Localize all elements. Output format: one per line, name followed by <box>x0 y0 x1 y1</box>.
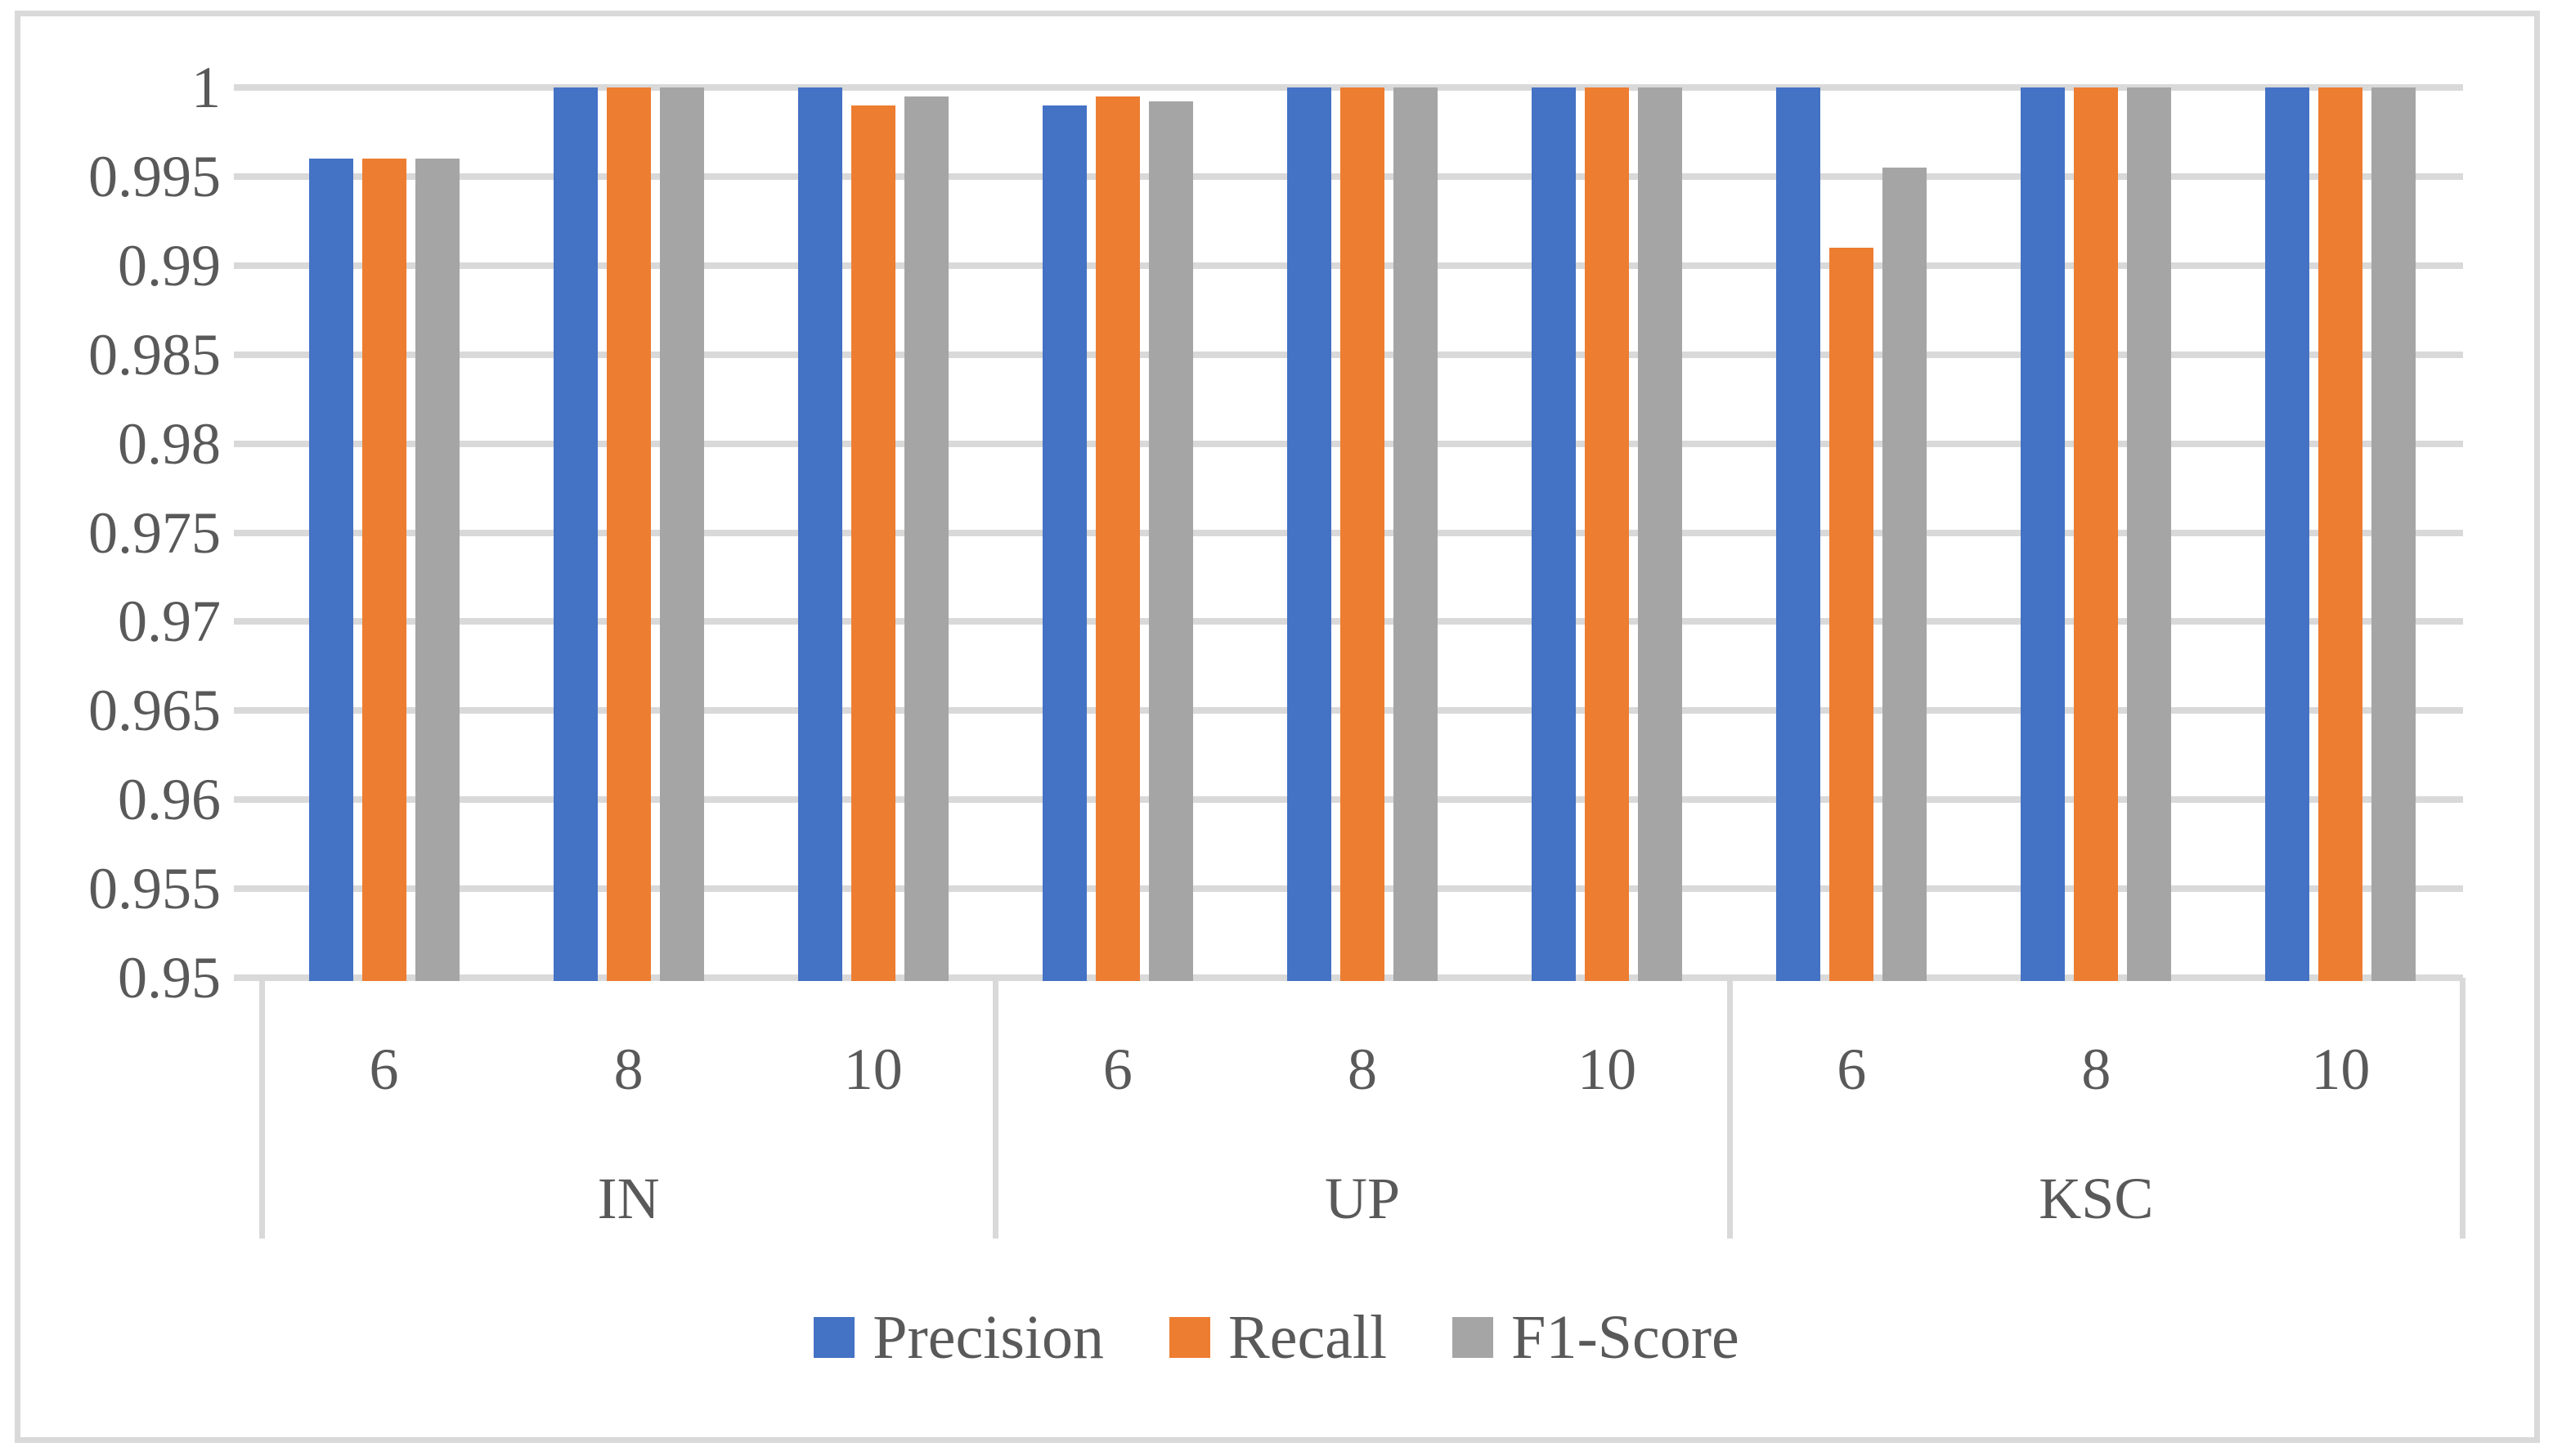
y-tick-mark <box>234 262 262 269</box>
bar-precision-in-10 <box>797 87 842 981</box>
y-tick-mark <box>234 974 262 981</box>
bar-recall-ksc-8 <box>2074 87 2119 981</box>
category-sub-label: 6 <box>1837 1037 1867 1102</box>
y-tick-label: 0.955 <box>88 856 221 922</box>
category-group-label: UP <box>1324 1166 1401 1231</box>
bar-precision-up-8 <box>1287 87 1331 981</box>
bar-f1-score-up-10 <box>1638 87 1683 981</box>
bar-f1-score-up-8 <box>1393 87 1438 981</box>
bar-precision-in-6 <box>308 159 353 981</box>
category-divider <box>1726 978 1733 1239</box>
legend-label-recall: Recall <box>1228 1303 1388 1372</box>
y-tick-mark <box>234 885 262 893</box>
category-sub-label: 10 <box>1577 1037 1637 1102</box>
category-divider <box>259 978 265 1239</box>
y-tick-mark <box>234 172 262 180</box>
legend-item-f1-score: F1-Score <box>1452 1305 1739 1370</box>
category-sub-label: 8 <box>1347 1037 1377 1102</box>
bar-precision-ksc-8 <box>2021 87 2066 981</box>
category-divider <box>2460 978 2466 1239</box>
category-sub-label: 8 <box>2081 1037 2111 1102</box>
category-sub-label: 10 <box>843 1037 903 1102</box>
y-tick-mark <box>234 351 262 358</box>
bar-precision-ksc-10 <box>2265 87 2310 981</box>
category-divider <box>993 978 999 1239</box>
bar-precision-in-8 <box>553 87 598 981</box>
bar-recall-up-10 <box>1585 87 1630 981</box>
y-tick-label: 0.995 <box>88 143 221 209</box>
category-group-label: IN <box>597 1166 660 1231</box>
bar-recall-ksc-6 <box>1829 248 1874 981</box>
bar-recall-up-6 <box>1095 96 1140 981</box>
bar-f1-score-ksc-10 <box>2371 87 2416 981</box>
y-tick-mark <box>234 529 262 536</box>
bar-recall-up-8 <box>1340 87 1384 981</box>
y-tick-label: 0.985 <box>88 321 221 388</box>
legend-label-f1-score: F1-Score <box>1511 1303 1739 1372</box>
bar-recall-in-6 <box>361 159 406 981</box>
bar-recall-in-10 <box>850 105 895 981</box>
bar-f1-score-up-6 <box>1148 101 1193 981</box>
legend: Precision Recall F1-Score <box>0 1305 2553 1370</box>
bar-recall-ksc-10 <box>2318 87 2363 981</box>
bar-precision-ksc-6 <box>1776 87 1821 981</box>
precision-swatch-icon <box>814 1317 855 1358</box>
y-tick-mark <box>234 707 262 715</box>
f1-score-swatch-icon <box>1452 1317 1494 1358</box>
bar-f1-score-in-8 <box>659 87 704 981</box>
y-tick-label: 0.98 <box>118 410 221 477</box>
y-tick-label: 0.975 <box>88 500 221 566</box>
bar-f1-score-ksc-8 <box>2127 87 2172 981</box>
y-tick-mark <box>234 796 262 804</box>
y-tick-label: 0.99 <box>118 232 221 298</box>
category-sub-label: 6 <box>369 1037 399 1102</box>
y-tick-label: 0.95 <box>118 945 221 1010</box>
y-tick-mark <box>234 618 262 625</box>
bar-precision-up-6 <box>1042 105 1087 981</box>
legend-label-precision: Precision <box>873 1303 1105 1372</box>
category-sub-label: 10 <box>2311 1037 2371 1102</box>
legend-item-precision: Precision <box>814 1305 1104 1370</box>
category-group-label: KSC <box>2039 1166 2154 1231</box>
y-tick-label: 1 <box>191 55 221 120</box>
bar-f1-score-in-10 <box>904 96 949 981</box>
y-tick-label: 0.965 <box>88 678 221 744</box>
y-tick-label: 0.96 <box>118 767 221 833</box>
y-tick-label: 0.97 <box>118 589 221 655</box>
y-tick-mark <box>234 84 262 91</box>
y-tick-mark <box>234 440 262 447</box>
figure-border <box>15 11 2540 1443</box>
bar-precision-up-10 <box>1532 87 1577 981</box>
category-sub-label: 8 <box>613 1037 644 1102</box>
recall-swatch-icon <box>1169 1317 1211 1358</box>
category-sub-label: 6 <box>1102 1037 1133 1102</box>
bar-recall-in-8 <box>606 87 651 981</box>
bar-f1-score-in-6 <box>415 159 460 981</box>
legend-item-recall: Recall <box>1169 1305 1387 1370</box>
bar-f1-score-ksc-6 <box>1882 168 1927 981</box>
